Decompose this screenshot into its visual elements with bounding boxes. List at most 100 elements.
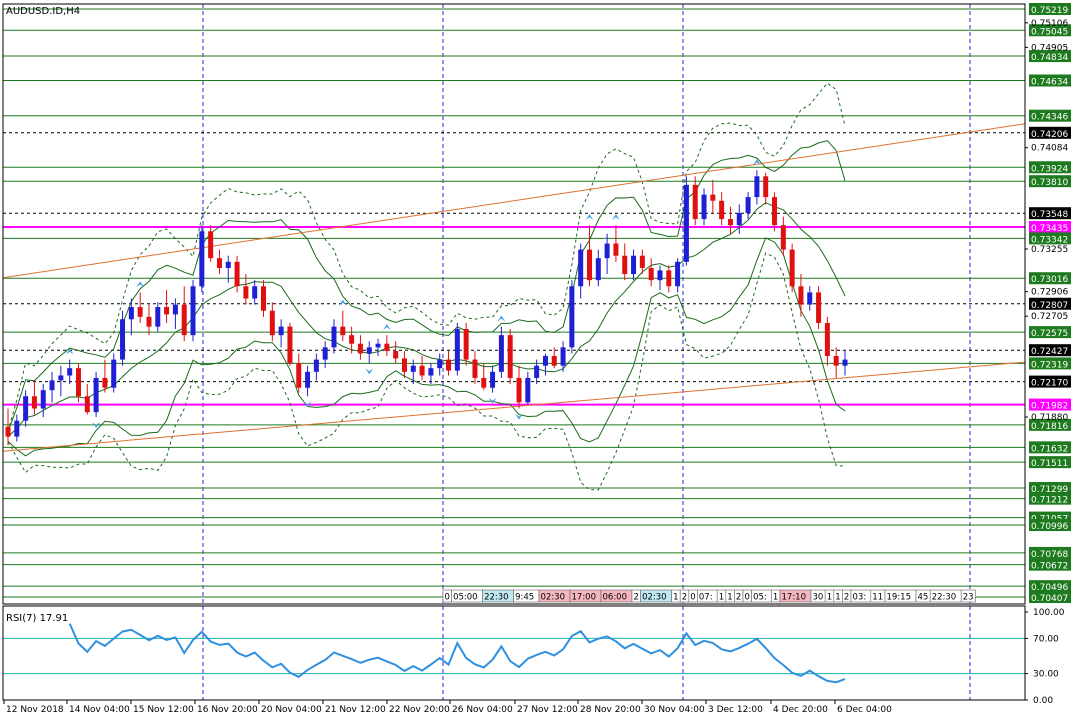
candle-body: [31, 396, 37, 409]
price-label-box: [1029, 511, 1071, 524]
price-label: 0.71511: [1031, 459, 1068, 469]
candle-body: [190, 286, 196, 336]
candle-body: [93, 377, 99, 413]
candle-body: [243, 286, 249, 299]
trend-line-lower[interactable]: [2, 361, 1026, 452]
session-cell-text: 02:30: [541, 593, 566, 603]
candle-body: [666, 270, 672, 287]
price-scale-label: 0.74905: [1031, 43, 1068, 53]
candle-body: [622, 255, 628, 275]
price-label: 0.73810: [1031, 178, 1068, 188]
price-scale-label: 0.74084: [1031, 144, 1068, 154]
trend-lines[interactable]: [2, 123, 1026, 452]
price-label-box: [1029, 3, 1071, 16]
price-label: 0.74634: [1031, 77, 1068, 87]
session-cell-text: 03:: [853, 593, 867, 603]
time-label: 20 Nov 04:00: [261, 705, 322, 715]
candle-body: [5, 426, 11, 437]
price-label-box: [1029, 207, 1071, 220]
candle-body: [155, 307, 161, 327]
candle-body: [269, 310, 275, 336]
candle-body: [833, 355, 839, 366]
candle-body: [683, 184, 689, 262]
candle-body: [111, 359, 117, 388]
session-cell-text: 2: [844, 593, 849, 603]
candle-body: [613, 243, 619, 256]
fractal-down-icon: [303, 401, 312, 408]
candle-body: [525, 377, 531, 403]
price-label: 0.74834: [1031, 53, 1068, 63]
candle-body: [472, 359, 478, 378]
candle-body: [551, 355, 557, 366]
fractal-markers: [65, 159, 761, 429]
candle-body: [701, 194, 707, 220]
price-label: 0.75219: [1031, 6, 1068, 16]
candle-body: [164, 307, 170, 315]
price-label: 0.73016: [1031, 275, 1068, 285]
session-cell-text: 0: [690, 593, 695, 603]
candle-body: [692, 184, 698, 220]
price-label: 0.72319: [1031, 360, 1068, 370]
candle-body: [216, 258, 222, 268]
candle-body: [58, 375, 64, 381]
candle-body: [296, 363, 302, 388]
candles: [5, 170, 848, 446]
candle-body: [146, 316, 152, 327]
candle-body: [322, 347, 328, 360]
candle-body: [631, 255, 637, 275]
rsi-line: [68, 623, 846, 684]
price-label-box: [1029, 546, 1071, 559]
session-cell: [960, 589, 976, 603]
band-mid: [7, 202, 846, 437]
price-label-box: [1029, 50, 1071, 63]
session-strip: 0 05:00 22:30 9:45 02:30 17:00 06:00 2 02:30 1 2 0 0…: [442, 589, 976, 603]
vertical-grid: [202, 4, 971, 700]
session-cell-text: 2: [682, 593, 687, 603]
time-label: 6 Dec 04:00: [837, 705, 892, 715]
time-label: 27 Nov 12:00: [517, 705, 578, 715]
price-label-box: [1029, 326, 1071, 339]
fractal-up-icon: [136, 281, 145, 288]
fractal-down-icon: [515, 413, 524, 420]
bollinger-bands: [7, 82, 846, 491]
candle-body: [393, 351, 399, 359]
price-label: 0.74206: [1031, 130, 1068, 140]
candle-body: [454, 329, 460, 371]
trend-line-upper[interactable]: [2, 123, 1026, 279]
candle-body: [446, 359, 452, 371]
candle-body: [586, 249, 592, 281]
price-label: 0.71816: [1031, 422, 1068, 432]
candle-body: [534, 365, 540, 378]
price-label: 0.71982: [1031, 402, 1068, 412]
candle-body: [710, 194, 716, 201]
candle-body: [278, 326, 284, 336]
candle-body: [772, 197, 778, 226]
candle-body: [727, 219, 733, 226]
candle-body: [287, 326, 293, 364]
time-axis: 12 Nov 2018 14 Nov 04:00 15 Nov 12:00 16 No…: [3, 700, 892, 715]
candle-body: [507, 335, 513, 378]
time-label: 3 Dec 12:00: [708, 705, 763, 715]
candle-body: [357, 343, 363, 354]
candle-body: [313, 359, 319, 372]
fractal-up-icon: [585, 214, 594, 221]
candle-body: [234, 261, 240, 287]
candle-body: [261, 286, 267, 311]
session-cell-text: 05:00: [453, 593, 478, 603]
candle-body: [366, 347, 372, 354]
candle-body: [23, 396, 29, 421]
main-frame: [2, 3, 1026, 605]
price-label: 0.70768: [1031, 550, 1068, 560]
session-cell-text: 23: [963, 593, 974, 603]
price-label-box: [1029, 221, 1071, 234]
session-cell-text: 45: [918, 593, 929, 603]
candle-body: [595, 258, 601, 281]
price-label: 0.71632: [1031, 444, 1068, 454]
fractal-up-icon: [497, 315, 506, 322]
price-label-box: [1029, 232, 1071, 245]
price-label-box: [1029, 519, 1071, 532]
session-cell-text: 07:: [699, 593, 713, 603]
session-cell-text: 02:30: [642, 593, 667, 603]
